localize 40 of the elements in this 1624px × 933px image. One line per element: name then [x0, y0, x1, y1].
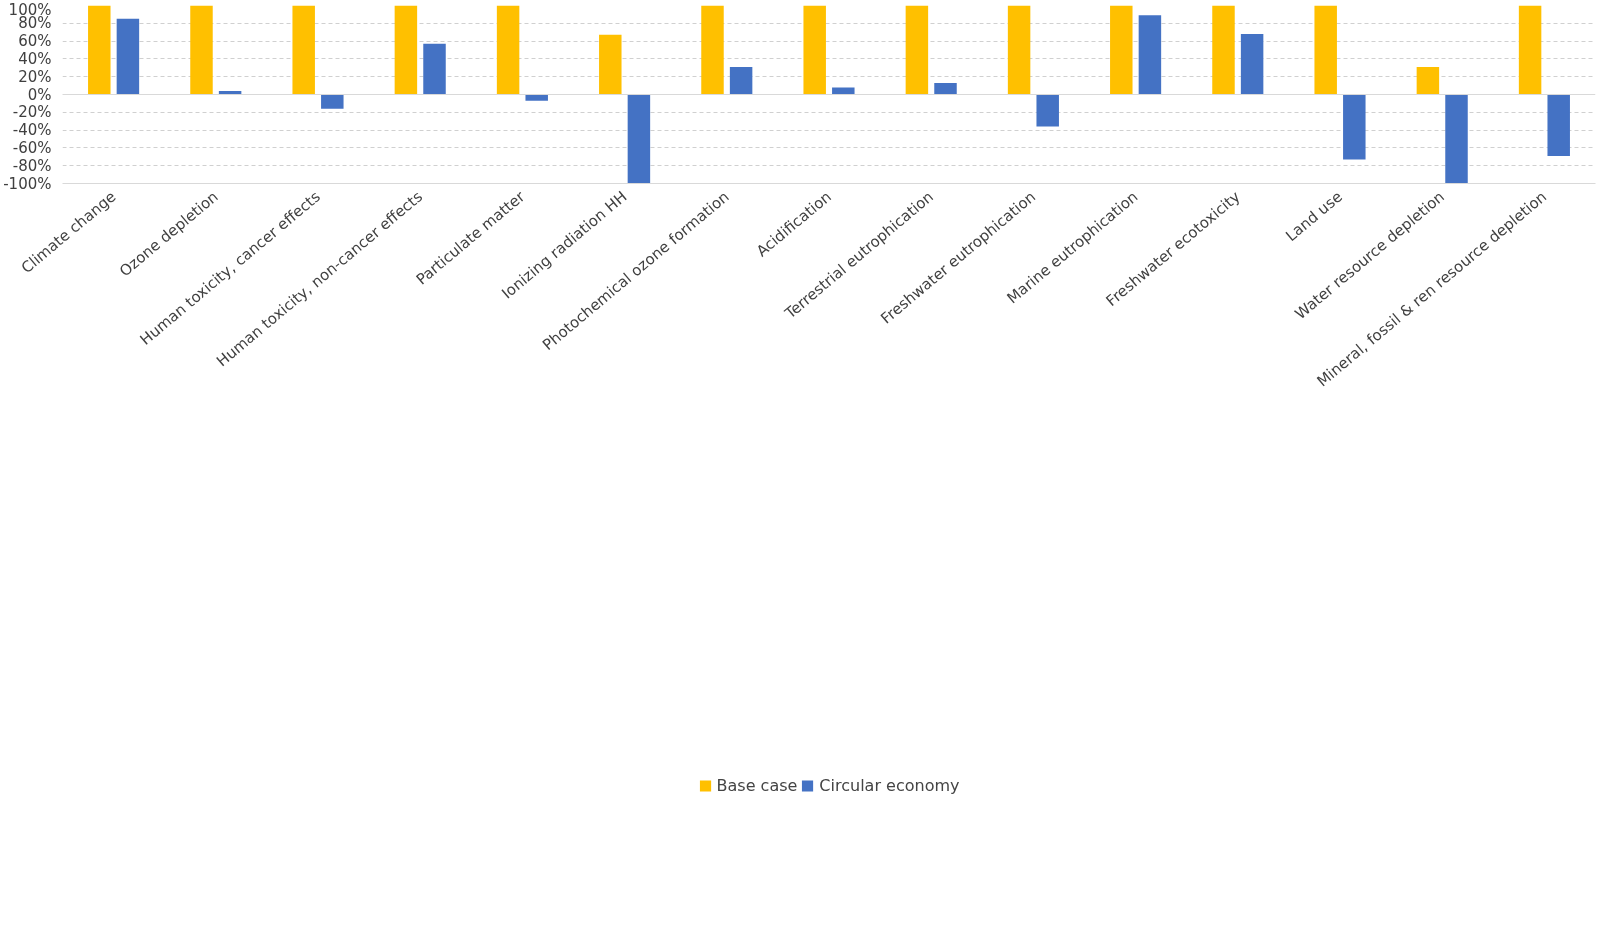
bar — [1343, 94, 1366, 160]
bar — [803, 5, 826, 95]
bar — [627, 94, 651, 184]
bar — [423, 43, 446, 95]
bar — [1314, 5, 1337, 95]
bar — [701, 5, 724, 95]
bar — [116, 18, 140, 95]
bar — [905, 5, 929, 95]
y-tick-label: -80% — [12, 156, 52, 175]
bar — [1240, 33, 1264, 95]
bar — [729, 66, 753, 95]
bar — [321, 94, 344, 109]
y-tick-label: 60% — [18, 32, 52, 51]
bar — [394, 5, 418, 95]
y-tick-label: 20% — [18, 67, 52, 86]
bar — [1036, 94, 1059, 127]
bar — [1518, 5, 1542, 95]
bar — [1138, 15, 1162, 95]
y-tick-label: -60% — [12, 138, 52, 157]
bar — [1547, 94, 1570, 156]
bar — [1110, 5, 1133, 95]
y-tick-label: 0% — [27, 85, 52, 104]
bar — [599, 34, 622, 95]
legend-label: Circular economy — [819, 775, 960, 795]
bar — [1007, 5, 1031, 95]
legend-label: Base case — [716, 775, 798, 795]
bar — [1416, 66, 1440, 95]
bar — [1212, 5, 1235, 95]
bar — [190, 5, 213, 95]
bar — [292, 5, 315, 95]
y-tick-label: -100% — [3, 174, 52, 193]
bar — [88, 5, 111, 95]
y-tick-label: -20% — [12, 103, 52, 122]
bar — [525, 94, 548, 101]
y-tick-label: 40% — [18, 49, 52, 68]
y-tick-label: -40% — [12, 121, 52, 140]
bar — [1445, 94, 1468, 184]
bar — [832, 87, 855, 95]
bar — [934, 82, 957, 95]
bar — [496, 5, 520, 95]
